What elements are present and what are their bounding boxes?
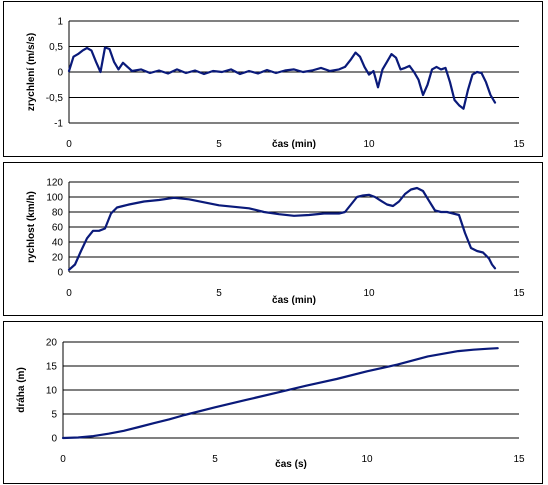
y-tick-label: 0 — [57, 268, 63, 279]
y-tick-label: 80 — [52, 208, 64, 219]
y-axis-label: rychlost (km/h) — [26, 191, 37, 263]
x-tick-label: 10 — [363, 288, 375, 299]
y-tick-label: 20 — [52, 253, 64, 264]
x-tick-label: 15 — [513, 139, 525, 150]
chart-panel-speed: 0 20 40 60 80 100 120 0 5 10 15 čas (min) rychlost (… — [3, 162, 543, 316]
x-tick-label: 15 — [513, 288, 525, 299]
y-tick-label: 60 — [52, 223, 64, 234]
x-tick-label: 5 — [216, 288, 222, 299]
x-tick-label: 5 — [212, 454, 218, 465]
chart-panel-acceleration: -1 -0,5 0 0,5 1 0 5 10 15 čas (min) zrychlení (m/s… — [3, 1, 543, 157]
x-tick-label: 0 — [60, 454, 66, 465]
x-axis-label: čas (min) — [272, 295, 316, 306]
x-tick-label: 15 — [513, 454, 525, 465]
y-tick-label: 40 — [52, 238, 64, 249]
y-tick-label: 100 — [46, 193, 63, 204]
y-tick-label: 0 — [51, 434, 57, 445]
series-line — [61, 347, 499, 440]
x-axis-label: čas (s) — [275, 459, 307, 470]
x-tick-label: 5 — [216, 139, 222, 150]
y-tick-label: -1 — [54, 119, 63, 130]
x-tick-label: 0 — [66, 288, 72, 299]
y-axis-label: dráha (m) — [16, 367, 27, 413]
distance-chart: 0 5 10 15 20 0 5 10 15 čas (s) dráha (m) — [16, 338, 525, 471]
y-tick-label: -0,5 — [46, 93, 64, 104]
y-tick-label: 15 — [46, 362, 58, 373]
x-axis-label: čas (min) — [272, 139, 316, 150]
y-tick-label: 0 — [57, 68, 63, 79]
series-line — [67, 46, 497, 110]
x-tick-label: 10 — [361, 454, 373, 465]
series-line — [67, 186, 497, 271]
y-tick-label: 10 — [46, 386, 58, 397]
y-axis-label: zrychlení (m/s/s) — [26, 33, 37, 111]
chart-panel-distance: 0 5 10 15 20 0 5 10 15 čas (s) dráha (m) — [3, 321, 543, 484]
x-tick-label: 0 — [66, 139, 72, 150]
y-tick-label: 1 — [57, 17, 63, 28]
x-tick-label: 10 — [363, 139, 375, 150]
y-tick-label: 20 — [46, 338, 58, 349]
y-tick-label: 5 — [51, 410, 57, 421]
y-tick-label: 120 — [46, 178, 63, 189]
speed-chart: 0 20 40 60 80 100 120 0 5 10 15 čas (min) rychlost (… — [26, 178, 525, 307]
y-tick-label: 0,5 — [49, 42, 63, 53]
